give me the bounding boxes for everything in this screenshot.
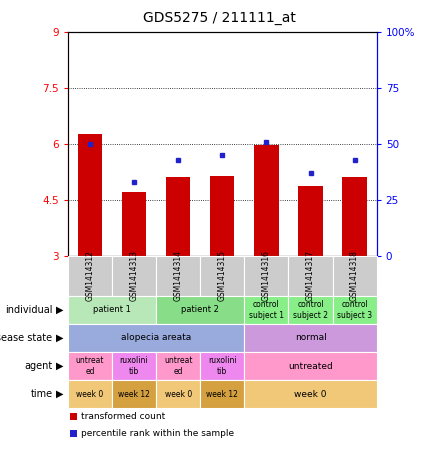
Text: GSM1414315: GSM1414315 [218,251,227,301]
Text: GDS5275 / 211111_at: GDS5275 / 211111_at [142,11,296,25]
Text: week 0: week 0 [165,390,192,399]
Text: untreat
ed: untreat ed [76,357,104,376]
Text: agent: agent [25,361,53,371]
Text: patient 1: patient 1 [93,305,131,314]
Bar [166,178,190,256]
Text: ▶: ▶ [56,389,64,399]
Text: normal: normal [295,333,326,342]
Text: transformed count: transformed count [81,412,166,421]
Text: disease state: disease state [0,333,53,343]
Text: week 0: week 0 [294,390,327,399]
Text: GSM1414316: GSM1414316 [262,251,271,301]
Text: control
subject 2: control subject 2 [293,300,328,319]
Text: ruxolini
tib: ruxolini tib [120,357,148,376]
Bar [78,135,102,256]
Text: time: time [30,389,53,399]
Text: ▶: ▶ [56,305,64,315]
Text: control
subject 3: control subject 3 [337,300,372,319]
Text: GSM1414314: GSM1414314 [174,251,183,301]
Text: alopecia areata: alopecia areata [121,333,191,342]
Text: GSM1414313: GSM1414313 [130,251,138,301]
Text: untreated: untreated [288,361,333,371]
Text: ▶: ▶ [56,361,64,371]
Text: GSM1414318: GSM1414318 [350,251,359,301]
Text: week 12: week 12 [206,390,238,399]
Bar [122,192,146,256]
Text: control
subject 1: control subject 1 [249,300,284,319]
Text: GSM1414312: GSM1414312 [85,251,95,301]
Text: week 12: week 12 [118,390,150,399]
Bar [254,145,279,256]
Bar [343,177,367,256]
Text: individual: individual [5,305,53,315]
Text: GSM1414317: GSM1414317 [306,251,315,301]
Text: week 0: week 0 [76,390,103,399]
Text: untreat
ed: untreat ed [164,357,192,376]
Text: ▶: ▶ [56,333,64,343]
Text: percentile rank within the sample: percentile rank within the sample [81,429,235,438]
Text: patient 2: patient 2 [181,305,219,314]
Bar [210,176,234,256]
Text: ruxolini
tib: ruxolini tib [208,357,237,376]
Bar [298,186,323,256]
